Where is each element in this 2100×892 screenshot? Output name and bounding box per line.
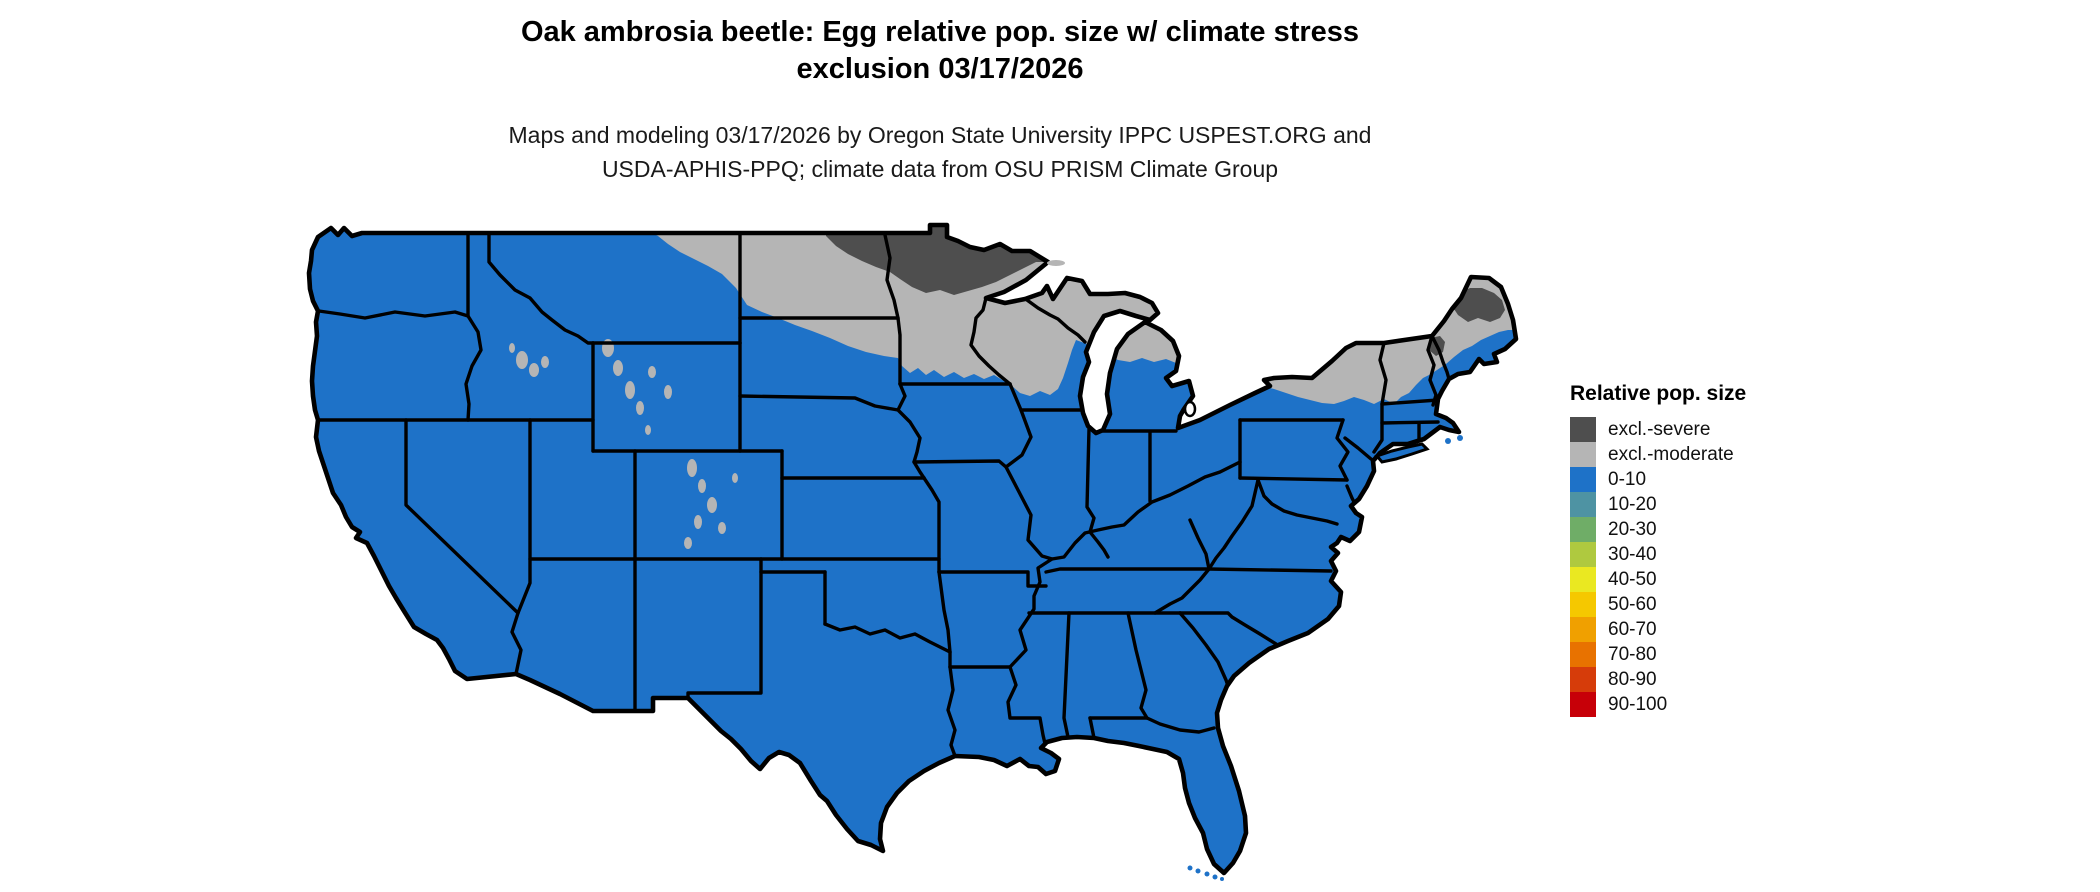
legend-item-label: 70-80	[1608, 644, 1657, 665]
legend-item-label: 80-90	[1608, 669, 1657, 690]
legend-item-label: excl.-moderate	[1608, 444, 1734, 465]
legend-item: 20-30	[1570, 517, 1890, 542]
legend-item-label: 0-10	[1608, 469, 1647, 490]
lake-st-clair	[1183, 400, 1197, 418]
legend-item-label: 50-60	[1608, 594, 1657, 615]
legend-item: 70-80	[1570, 642, 1890, 667]
legend-item: 90-100	[1570, 692, 1890, 717]
legend-swatch	[1570, 517, 1596, 542]
legend-item-label: 10-20	[1608, 494, 1657, 515]
legend-item: excl.-severe	[1570, 417, 1890, 442]
isle-royale	[1047, 260, 1065, 266]
map-title-line1: Oak ambrosia beetle: Egg relative pop. s…	[520, 16, 1360, 48]
legend-item-label: 20-30	[1608, 519, 1657, 540]
us-choropleth-map	[290, 215, 1540, 885]
legend-swatch	[1570, 617, 1596, 642]
legend-swatch	[1570, 492, 1596, 517]
legend-item: 30-40	[1570, 542, 1890, 567]
legend-swatch	[1570, 692, 1596, 717]
legend-item-label: 30-40	[1608, 544, 1657, 565]
map-subtitle-line2: USDA-APHIS-PPQ; climate data from OSU PR…	[601, 156, 1279, 182]
legend-swatch	[1570, 542, 1596, 567]
legend-swatch	[1570, 567, 1596, 592]
map-subtitle-line1: Maps and modeling 03/17/2026 by Oregon S…	[508, 122, 1372, 148]
legend-item: 40-50	[1570, 567, 1890, 592]
legend: Relative pop. size excl.-severe excl.-mod…	[1570, 382, 1890, 717]
northern-maine-severe-region	[1452, 288, 1505, 322]
legend-swatch	[1570, 417, 1596, 442]
legend-item-label: 90-100	[1608, 694, 1668, 715]
new-england-islands	[1445, 435, 1463, 444]
legend-items: excl.-severe excl.-moderate 0-10 10-20 20-30…	[1570, 417, 1890, 717]
legend-item-label: 60-70	[1608, 619, 1657, 640]
legend-item: 50-60	[1570, 592, 1890, 617]
legend-swatch	[1570, 592, 1596, 617]
legend-item: 0-10	[1570, 467, 1890, 492]
legend-swatch	[1570, 642, 1596, 667]
legend-item-label: 40-50	[1608, 569, 1657, 590]
florida-keys	[1187, 865, 1224, 881]
us-map-svg	[290, 215, 1540, 881]
map-subtitle: Maps and modeling 03/17/2026 by Oregon S…	[340, 118, 1540, 186]
legend-swatch	[1570, 667, 1596, 692]
legend-item: 60-70	[1570, 617, 1890, 642]
map-title-line2: exclusion 03/17/2026	[796, 53, 1084, 85]
legend-swatch	[1570, 467, 1596, 492]
map-title: Oak ambrosia beetle: Egg relative pop. s…	[340, 14, 1540, 88]
legend-item: excl.-moderate	[1570, 442, 1890, 467]
legend-title: Relative pop. size	[1570, 382, 1747, 405]
legend-item-label: excl.-severe	[1608, 419, 1711, 440]
legend-item: 10-20	[1570, 492, 1890, 517]
long-island	[1374, 442, 1430, 464]
state-borders	[310, 233, 1451, 758]
legend-item: 80-90	[1570, 667, 1890, 692]
island-and-lake-features	[1047, 260, 1463, 881]
legend-swatch	[1570, 442, 1596, 467]
